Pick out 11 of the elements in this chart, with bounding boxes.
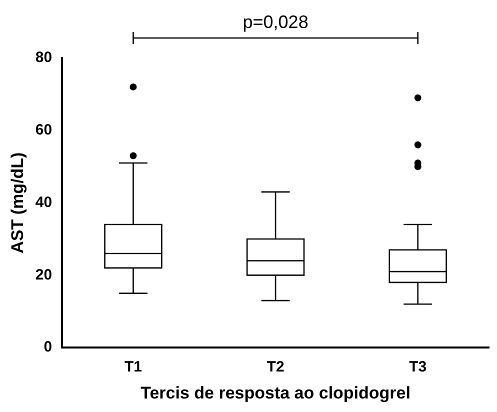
x-tick-label: T3 <box>409 358 427 376</box>
y-tick-label: 80 <box>35 49 52 66</box>
y-tick-label: 40 <box>35 194 52 211</box>
text: p=0,028 <box>242 12 308 32</box>
x-axis-title: Tercis de resposta ao clopidogrel <box>140 383 410 402</box>
y-tick-label: 60 <box>35 122 52 139</box>
x-tick-label: T1 <box>124 358 142 376</box>
y-axis-title: AST (mg/dL) <box>8 152 27 254</box>
y-tick-label: 0 <box>44 338 52 356</box>
y-tick-label: 20 <box>35 266 52 284</box>
x-tick-label: T2 <box>266 358 284 376</box>
